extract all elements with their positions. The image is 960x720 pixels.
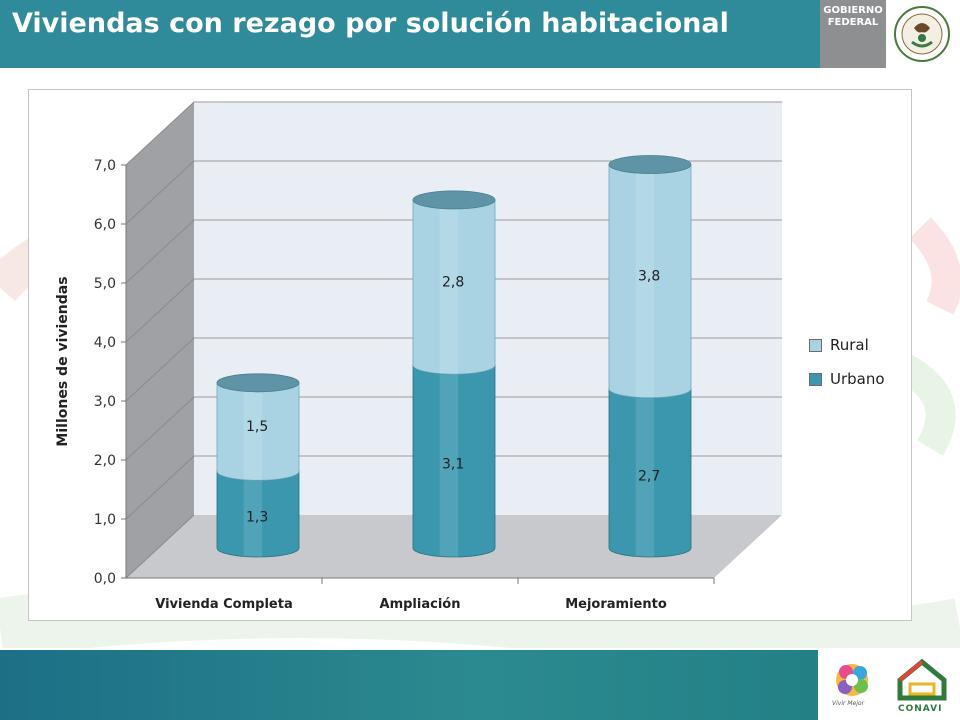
bar-rural-top xyxy=(608,155,692,174)
gridline-side xyxy=(125,160,195,225)
title-bar: Viviendas con rezago por solución habita… xyxy=(0,0,960,68)
stacked-bar-chart: 0,0 1,0 2,0 3,0 4,0 5,0 6,0 7,0 Millones de vivi… xyxy=(55,101,782,612)
y-axis-title: Millones de viviendas xyxy=(55,276,71,446)
y-tick-label: 2,0 xyxy=(94,453,116,469)
bar-urbano-shade xyxy=(439,365,459,557)
y-tick-label: 7,0 xyxy=(94,158,116,174)
y-tick-label: 4,0 xyxy=(94,335,116,351)
page-title: Viviendas con rezago por solución habita… xyxy=(12,8,729,39)
chart-legend: Rural Urbano xyxy=(809,328,885,396)
legend-item-rural: Rural xyxy=(809,328,885,362)
legend-swatch-urbano xyxy=(809,372,822,386)
bar-rural-shade xyxy=(439,199,459,375)
vivir-mejor-label: Vivir Mejor xyxy=(832,700,865,707)
chart-panel: 0,0 1,0 2,0 3,0 4,0 5,0 6,0 7,0 Millones de vivi… xyxy=(28,89,912,621)
gridline-side xyxy=(125,337,195,402)
gridline-side xyxy=(125,219,195,284)
legend-label-rural: Rural xyxy=(830,336,869,354)
bar-urbano-shade xyxy=(243,471,263,557)
bar-rural-shade xyxy=(243,382,263,481)
y-tick-label: 3,0 xyxy=(94,394,116,410)
conavi-label: CONAVI xyxy=(898,704,943,714)
y-tick-label: 5,0 xyxy=(94,276,116,292)
gridline-side xyxy=(125,455,195,520)
bar-urbano-shade xyxy=(635,388,655,557)
legend-swatch-rural xyxy=(809,338,822,352)
y-tick-label: 0,0 xyxy=(94,571,116,587)
data-label-rural: 2,8 xyxy=(442,275,464,291)
gov-text-line1: Gobierno xyxy=(823,5,883,16)
data-label-rural: 1,5 xyxy=(246,419,268,435)
government-logo: Gobierno Federal xyxy=(820,0,960,68)
y-tick-label: 6,0 xyxy=(94,217,116,233)
data-label-urbano: 1,3 xyxy=(246,510,268,526)
gridline-side xyxy=(125,278,195,343)
gov-text-line2: Federal xyxy=(827,17,879,28)
vivir-mejor-logo-icon xyxy=(836,658,947,701)
bar-rural-top xyxy=(412,190,496,210)
x-tick-label: Vivienda Completa xyxy=(155,597,292,612)
chart-side-wall xyxy=(126,102,194,578)
footer-gradient xyxy=(0,650,960,720)
gobierno-federal-badge: Gobierno Federal xyxy=(820,0,886,68)
footer-band xyxy=(0,650,960,720)
x-tick-label: Mejoramiento xyxy=(565,597,667,612)
footer-logos: Vivir Mejor CONAVI xyxy=(818,650,960,720)
data-label-rural: 3,8 xyxy=(638,269,660,285)
x-tick-label: Ampliación xyxy=(380,597,461,612)
data-label-urbano: 3,1 xyxy=(442,457,464,473)
mexico-seal-icon xyxy=(894,6,950,62)
conavi-house-icon xyxy=(897,658,947,701)
bar-rural-shade xyxy=(635,164,655,398)
y-tick-label: 1,0 xyxy=(94,512,116,528)
legend-label-urbano: Urbano xyxy=(830,370,885,388)
gridline-side xyxy=(125,101,195,166)
gridline-side xyxy=(125,514,195,579)
legend-item-urbano: Urbano xyxy=(809,362,885,396)
gridline-side xyxy=(125,396,195,461)
data-label-urbano: 2,7 xyxy=(638,468,660,484)
bar-rural-top xyxy=(216,373,300,393)
